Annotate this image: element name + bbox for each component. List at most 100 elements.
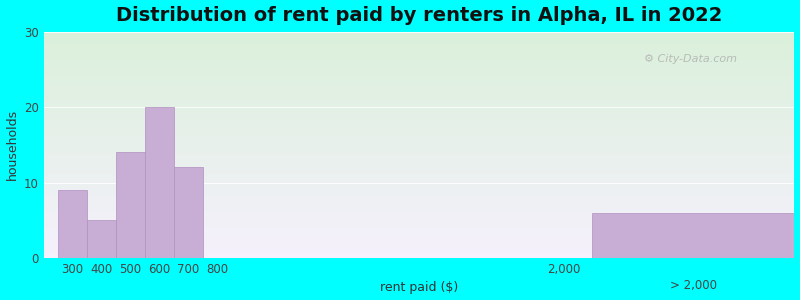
Bar <box>44 181 794 182</box>
Bar <box>44 255 794 256</box>
Bar <box>44 142 794 144</box>
Bar <box>44 45 794 46</box>
Bar <box>44 109 794 110</box>
Bar <box>44 247 794 248</box>
Bar <box>44 180 794 181</box>
Bar <box>44 158 794 160</box>
Bar <box>44 204 794 205</box>
Bar <box>44 87 794 88</box>
Bar <box>44 71 794 72</box>
Bar <box>44 187 794 188</box>
Bar <box>44 218 794 220</box>
Bar <box>44 161 794 162</box>
Bar <box>44 227 794 229</box>
Bar <box>44 200 794 201</box>
Bar <box>44 217 794 218</box>
Bar <box>44 101 794 102</box>
Bar <box>44 80 794 82</box>
Bar <box>44 62 794 63</box>
Bar <box>44 69 794 70</box>
Bar <box>44 192 794 194</box>
Bar <box>44 61 794 62</box>
Bar <box>44 144 794 145</box>
Bar <box>44 236 794 238</box>
Text: > 2,000: > 2,000 <box>670 279 717 292</box>
Bar <box>44 78 794 79</box>
Bar <box>58 190 87 258</box>
Bar <box>44 160 794 161</box>
Bar <box>44 140 794 142</box>
Bar <box>44 51 794 52</box>
Bar <box>44 93 794 94</box>
Title: Distribution of rent paid by renters in Alpha, IL in 2022: Distribution of rent paid by renters in … <box>116 6 722 25</box>
Bar <box>44 196 794 197</box>
Bar <box>44 216 794 217</box>
Y-axis label: households: households <box>6 109 18 180</box>
Bar <box>44 76 794 77</box>
Bar <box>44 257 794 258</box>
Bar <box>44 121 794 122</box>
Bar <box>44 186 794 187</box>
Bar <box>44 139 794 140</box>
Bar <box>44 130 794 131</box>
Bar <box>44 44 794 45</box>
Bar <box>44 246 794 247</box>
Bar <box>44 110 794 111</box>
Bar <box>44 122 794 123</box>
Bar <box>44 242 794 243</box>
Bar <box>44 252 794 253</box>
Bar <box>44 156 794 157</box>
Bar <box>145 107 174 258</box>
Bar <box>44 38 794 40</box>
Bar <box>44 162 794 163</box>
Bar <box>44 84 794 85</box>
Bar <box>44 113 794 114</box>
Bar <box>44 119 794 120</box>
Bar <box>44 220 794 221</box>
Bar <box>44 66 794 67</box>
Bar <box>44 132 794 134</box>
Bar <box>44 34 794 35</box>
Bar <box>44 188 794 189</box>
Bar <box>44 57 794 58</box>
Bar <box>44 239 794 240</box>
Bar <box>44 231 794 232</box>
Bar <box>44 36 794 37</box>
Bar <box>44 167 794 169</box>
Bar <box>44 43 794 44</box>
Bar <box>44 194 794 195</box>
Bar <box>44 128 794 129</box>
Bar <box>44 134 794 135</box>
Bar <box>44 89 794 91</box>
Bar <box>44 41 794 42</box>
Bar <box>44 52 794 53</box>
Bar <box>44 120 794 121</box>
Bar <box>44 68 794 69</box>
Bar <box>44 60 794 61</box>
Bar <box>44 96 794 97</box>
Bar <box>44 173 794 174</box>
Bar <box>44 207 794 208</box>
Bar <box>44 201 794 202</box>
Bar <box>44 135 794 136</box>
Bar <box>44 221 794 222</box>
Bar <box>44 100 794 101</box>
Bar <box>44 64 794 66</box>
Bar <box>44 59 794 60</box>
Bar <box>44 183 794 184</box>
Bar <box>44 126 794 127</box>
Bar <box>44 104 794 105</box>
Bar <box>44 72 794 74</box>
Bar <box>44 199 794 200</box>
Bar <box>44 224 794 225</box>
Bar <box>44 209 794 211</box>
Bar <box>44 137 794 138</box>
Bar <box>44 95 794 96</box>
Bar <box>44 198 794 199</box>
Bar <box>44 190 794 191</box>
Bar <box>44 129 794 130</box>
Bar <box>44 49 794 50</box>
Bar <box>44 92 794 93</box>
Bar <box>44 248 794 249</box>
Bar <box>44 243 794 244</box>
